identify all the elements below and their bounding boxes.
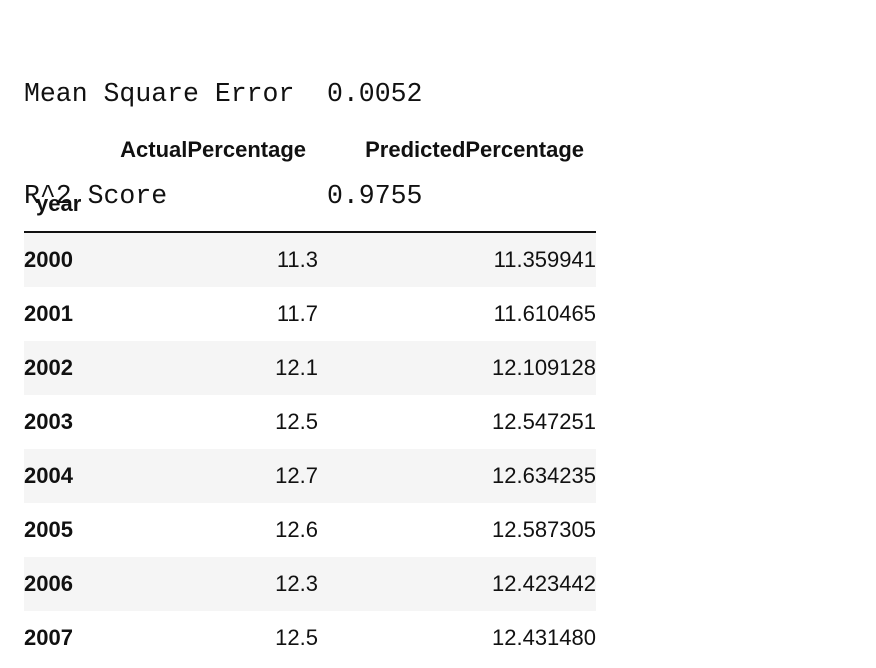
row-index-year: 2003: [24, 409, 73, 434]
cell-actual-percentage: 11.3: [276, 247, 318, 272]
cell-predicted-percentage: 12.587305: [492, 517, 596, 542]
table-row: 2006 12.3 12.423442: [24, 557, 596, 611]
cell-actual-percentage: 12.7: [275, 463, 318, 488]
row-index-year: 2001: [24, 301, 73, 326]
header-blank: [318, 177, 596, 233]
metric-label: Mean Square Error: [24, 79, 295, 109]
row-index-year: 2005: [24, 517, 73, 542]
metric-value: 0.0052: [327, 79, 423, 109]
cell-actual-percentage: 12.1: [275, 355, 318, 380]
cell-actual-percentage: 12.5: [275, 625, 318, 650]
table-row: 2007 12.5 12.431480: [24, 611, 596, 665]
table-row: 2003 12.5 12.547251: [24, 395, 596, 449]
table-row: 2000 11.3 11.359941: [24, 232, 596, 287]
table-row: 2005 12.6 12.587305: [24, 503, 596, 557]
column-header-predicted: PredictedPercentage: [365, 137, 584, 162]
header-blank: [116, 177, 318, 233]
row-index-year: 2002: [24, 355, 73, 380]
index-name: year: [24, 177, 116, 233]
cell-predicted-percentage: 12.634235: [492, 463, 596, 488]
row-index-year: 2006: [24, 571, 73, 596]
table-row: 2001 11.7 11.610465: [24, 287, 596, 341]
cell-predicted-percentage: 12.547251: [492, 409, 596, 434]
cell-actual-percentage: 12.3: [275, 571, 318, 596]
cell-actual-percentage: 12.5: [275, 409, 318, 434]
dataframe-table: ActualPercentage PredictedPercentage yea…: [24, 123, 596, 665]
cell-actual-percentage: 12.6: [275, 517, 318, 542]
cell-predicted-percentage: 12.109128: [492, 355, 596, 380]
cell-actual-percentage: 11.7: [276, 301, 318, 326]
index-header-row: year: [24, 177, 596, 233]
table-body: 2000 11.3 11.359941 2001 11.7 11.610465 2002 12…: [24, 232, 596, 665]
row-index-year: 2000: [24, 247, 73, 272]
cell-predicted-percentage: 12.431480: [492, 625, 596, 650]
column-header-actual: ActualPercentage: [120, 137, 306, 162]
metric-row-mse: Mean Square Error 0.0052: [24, 77, 422, 111]
cell-predicted-percentage: 12.423442: [492, 571, 596, 596]
row-index-year: 2004: [24, 463, 73, 488]
cell-predicted-percentage: 11.359941: [493, 247, 596, 272]
row-index-year: 2007: [24, 625, 73, 650]
table-row: 2004 12.7 12.634235: [24, 449, 596, 503]
column-header-row: ActualPercentage PredictedPercentage: [24, 123, 596, 177]
header-blank: [24, 123, 116, 177]
table-row: 2002 12.1 12.109128: [24, 341, 596, 395]
cell-predicted-percentage: 11.610465: [493, 301, 596, 326]
